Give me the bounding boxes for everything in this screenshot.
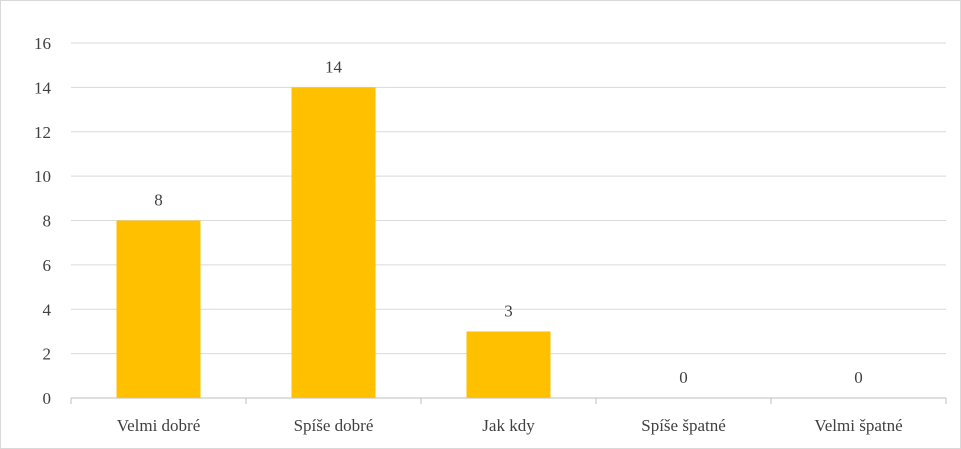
data-label: 0 <box>679 368 688 387</box>
y-tick-label: 8 <box>43 212 52 231</box>
bar <box>291 87 376 398</box>
bar <box>116 220 201 398</box>
data-labels: 8 14 3 0 0 <box>154 57 863 387</box>
category-label: Jak kdy <box>482 416 535 435</box>
y-tick-label: 4 <box>43 300 52 319</box>
y-tick-label: 10 <box>34 167 51 186</box>
y-tick-label: 16 <box>34 34 51 53</box>
category-label: Spíše špatné <box>641 416 726 435</box>
x-axis <box>70 397 947 404</box>
gridlines <box>71 42 946 355</box>
category-label: Velmi dobré <box>117 416 201 435</box>
data-label: 3 <box>504 301 513 320</box>
y-tick-label: 0 <box>43 389 52 408</box>
y-tick-label: 14 <box>34 78 52 97</box>
bars <box>116 87 551 398</box>
category-label: Velmi špatné <box>814 416 902 435</box>
category-labels: Velmi dobré Spíše dobré Jak kdy Spíše špatn… <box>117 416 903 435</box>
y-tick-labels: 0 2 4 6 8 10 12 14 16 <box>34 34 52 408</box>
data-label: 0 <box>854 368 863 387</box>
y-tick-label: 2 <box>43 345 52 364</box>
data-label: 14 <box>325 57 343 76</box>
data-label: 8 <box>154 191 163 210</box>
y-tick-label: 6 <box>43 256 52 275</box>
bar <box>466 331 551 398</box>
category-label: Spíše dobré <box>294 416 374 435</box>
y-tick-label: 12 <box>34 123 51 142</box>
